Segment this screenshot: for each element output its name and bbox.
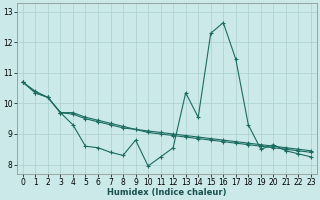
X-axis label: Humidex (Indice chaleur): Humidex (Indice chaleur) — [107, 188, 227, 197]
